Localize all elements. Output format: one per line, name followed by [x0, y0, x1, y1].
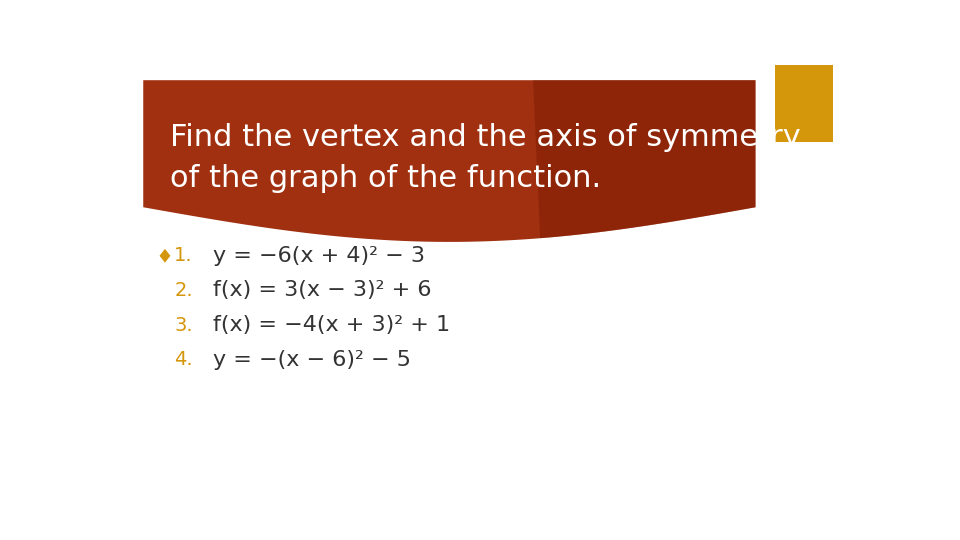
Text: 3.: 3.: [175, 315, 193, 335]
Polygon shape: [143, 80, 756, 242]
Text: y = −(x − 6)² − 5: y = −(x − 6)² − 5: [213, 350, 411, 370]
Text: 2.: 2.: [175, 281, 193, 300]
Text: y = −6(x + 4)² − 3: y = −6(x + 4)² − 3: [213, 246, 425, 266]
Text: f(x) = 3(x − 3)² + 6: f(x) = 3(x − 3)² + 6: [213, 280, 431, 300]
FancyBboxPatch shape: [775, 65, 833, 142]
Text: 1.: 1.: [175, 246, 193, 265]
Text: 4.: 4.: [175, 350, 193, 369]
Text: f(x) = −4(x + 3)² + 1: f(x) = −4(x + 3)² + 1: [213, 315, 450, 335]
Polygon shape: [159, 249, 170, 262]
Text: Find the vertex and the axis of symmetry: Find the vertex and the axis of symmetry: [170, 124, 802, 152]
Polygon shape: [533, 80, 756, 238]
Text: of the graph of the function.: of the graph of the function.: [170, 164, 602, 193]
